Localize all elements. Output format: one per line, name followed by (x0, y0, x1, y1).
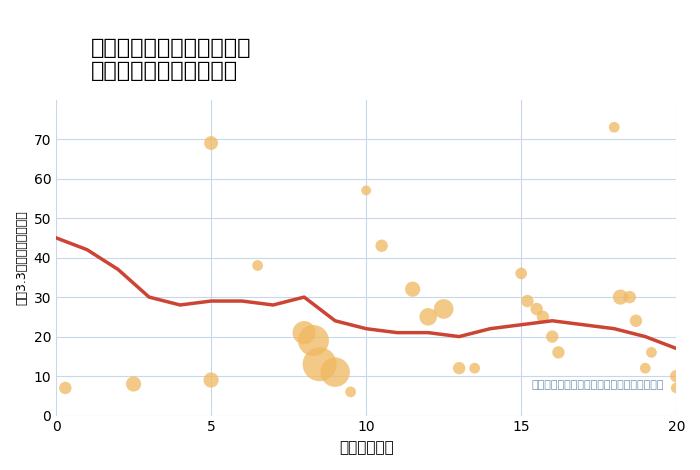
Point (671, 384, 682, 392)
Point (360, 187, 372, 194)
Point (60, 384, 71, 392)
Point (646, 349, 657, 356)
Point (438, 305, 449, 313)
Point (206, 139, 217, 147)
Point (538, 313, 549, 321)
Point (522, 298, 533, 305)
Point (308, 337, 319, 345)
Point (345, 388, 356, 396)
Point (630, 317, 641, 325)
Text: 円の大きさは、取引のあった物件面積を示す: 円の大きさは、取引のあった物件面積を示す (531, 380, 664, 390)
Point (128, 380, 139, 388)
Point (516, 270, 527, 277)
Point (376, 242, 387, 250)
Point (615, 293, 626, 301)
Point (469, 364, 480, 372)
X-axis label: 駅距離（分）: 駅距離（分） (339, 440, 393, 455)
Point (553, 349, 564, 356)
Point (423, 313, 434, 321)
Point (407, 285, 419, 293)
Point (608, 124, 620, 131)
Point (640, 364, 651, 372)
Point (671, 372, 682, 380)
Point (547, 333, 558, 340)
Point (624, 293, 636, 301)
Point (206, 376, 217, 384)
Point (252, 262, 263, 269)
Y-axis label: 坪（3.3㎡）単価（万円）: 坪（3.3㎡）単価（万円） (15, 210, 28, 305)
Text: 兵庫県豊岡市出石町内町の
駅距離別中古戸建て価格: 兵庫県豊岡市出石町内町の 駅距離別中古戸建て価格 (91, 38, 251, 81)
Point (298, 329, 309, 337)
Point (330, 368, 341, 376)
Point (531, 305, 542, 313)
Point (314, 360, 326, 368)
Point (454, 364, 465, 372)
